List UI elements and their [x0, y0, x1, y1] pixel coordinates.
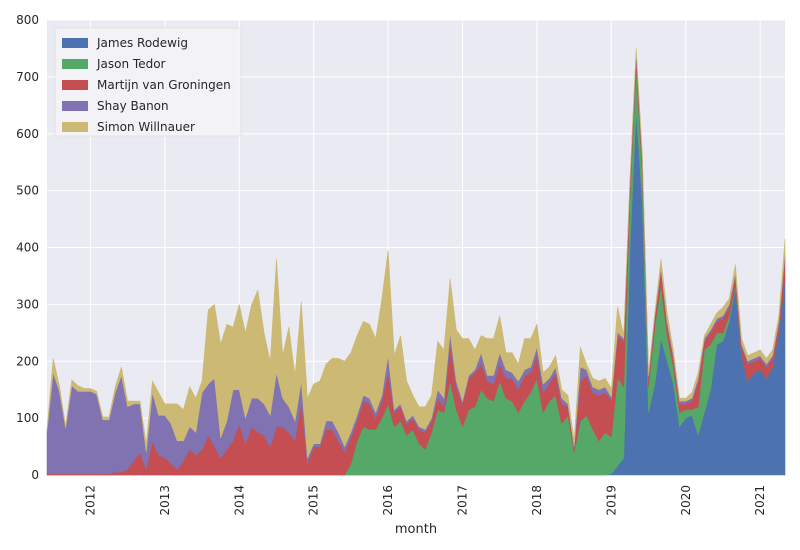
y-tick-label: 200: [16, 354, 39, 368]
x-tick-label: 2016: [381, 485, 395, 516]
y-tick-label: 600: [16, 127, 39, 141]
x-axis-label: month: [395, 522, 437, 537]
legend-swatch: [62, 101, 88, 111]
x-tick-label: 2018: [530, 485, 544, 516]
x-tick-label: 2013: [158, 485, 172, 516]
x-tick-label: 2021: [753, 485, 767, 516]
legend-swatch: [62, 80, 88, 90]
legend-swatch: [62, 122, 88, 132]
area-simon-willnauer: [46, 48, 786, 459]
x-tick-label: 2019: [604, 485, 618, 516]
legend-label: Martijn van Groningen: [97, 78, 231, 92]
y-tick-label: 700: [16, 70, 39, 84]
legend-swatch: [62, 59, 88, 69]
y-tick-label: 400: [16, 241, 39, 255]
x-tick-label: 2014: [232, 485, 246, 516]
y-tick-label: 300: [16, 297, 39, 311]
x-tick-label: 2017: [456, 485, 470, 516]
legend-label: Jason Tedor: [96, 57, 166, 71]
y-tick-label: 800: [16, 13, 39, 27]
legend-label: James Rodewig: [96, 36, 188, 50]
x-tick-label: 2012: [83, 485, 97, 516]
area-series: [46, 48, 786, 476]
legend: James Rodewig Jason Tedor Martijn van Gron…: [54, 27, 242, 137]
y-tick-label: 100: [16, 411, 39, 425]
legend-swatch: [62, 38, 88, 48]
y-tick-label: 500: [16, 184, 39, 198]
y-axis-ticks: 0 100 200 300 400 500 600 700 800: [16, 13, 39, 482]
x-tick-label: 2015: [307, 485, 321, 516]
legend-label: Simon Willnauer: [97, 120, 195, 134]
legend-box: [54, 27, 242, 137]
y-tick-label: 0: [31, 468, 39, 482]
legend-label: Shay Banon: [97, 99, 169, 113]
x-tick-label: 2020: [679, 485, 693, 516]
x-axis-ticks: 2012 2013 2014 2015 2016 2017 2018 2019 2020 2021: [83, 485, 767, 516]
